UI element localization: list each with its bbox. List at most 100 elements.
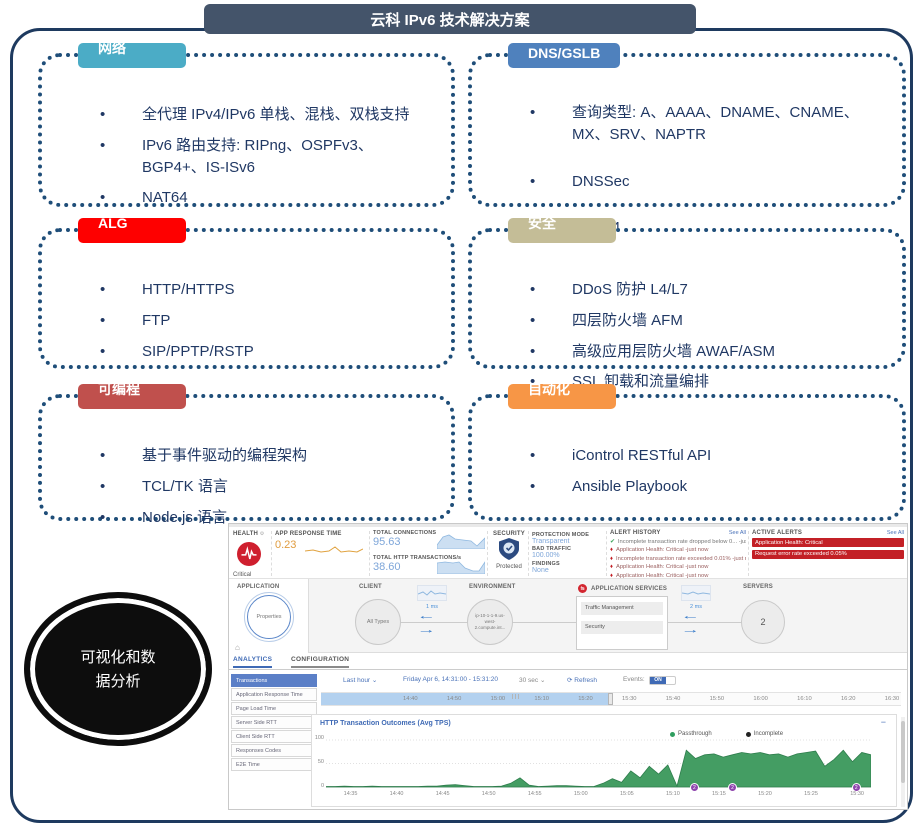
feature-box-label: 网络 <box>98 43 126 56</box>
feature-box-automation-tab: 自动化 <box>508 384 616 409</box>
alert-status-icon: ✔ <box>610 539 615 545</box>
feature-item: • 查询类型: A、AAAA、DNAME、CNAME、MX、SRV、NAPTR <box>530 102 878 146</box>
timeline-scrubber[interactable]: 14:40 14:50 15:00 15:10 15:20 15:30 15:40 15:50… <box>321 692 901 706</box>
protection-mode-value: Transparent <box>532 537 570 545</box>
events-toggle[interactable]: ON <box>649 676 676 685</box>
bullet-icon: • <box>530 172 536 190</box>
alert-status-icon: ♦ <box>610 547 613 554</box>
alert-status-icon: ♦ <box>610 572 613 579</box>
sidebar-item[interactable]: Responses Codes <box>231 744 317 757</box>
sidebar-item[interactable]: E2E Time <box>231 758 317 771</box>
collapse-icon[interactable]: − <box>880 717 886 727</box>
feature-box-label: 可编程 <box>98 384 140 397</box>
see-all-link[interactable]: See All <box>728 530 746 536</box>
scrollbar-thumb[interactable] <box>901 721 905 783</box>
y-tick-0: 0 <box>320 783 324 789</box>
timeline-handle[interactable] <box>607 693 613 705</box>
analytics-dashboard: HEALTH ⚙ Critical APP RESPONSE TIME 0.23 <box>228 523 908 810</box>
refresh-button[interactable]: ⟳ Refresh <box>567 677 598 684</box>
bullet-icon: • <box>100 281 106 298</box>
ellipse-text-line2: 据分析 <box>95 672 141 690</box>
feature-item: • TCL/TK 语言 <box>100 476 427 498</box>
feature-box-network-tab: 网络 <box>78 43 186 68</box>
feature-list: • DDoS 防护 L4/L7 • 四层防火墙 AFM • 高级应用层防火墙 AWAF/A… <box>472 232 902 393</box>
feature-item: • 全代理 IPv4/IPv6 单栈、混栈、双栈支持 <box>100 104 427 126</box>
bad-traffic-label: BAD TRAFFIC <box>532 546 572 552</box>
bad-traffic-value: 100.00% <box>532 552 560 559</box>
bullet-icon: • <box>530 447 536 464</box>
feature-box-programmable-tab: 可编程 <box>78 384 186 409</box>
timeline-tick: 16:30 <box>884 696 900 702</box>
feature-box-label: ALG <box>98 218 128 231</box>
feature-item: • FTP <box>100 310 427 332</box>
gear-icon[interactable]: ⚙ <box>259 531 265 537</box>
environment-label: ENVIRONMENT <box>469 584 516 590</box>
feature-item: • IPv6 路由支持: RIPng、OSPFv3、BGP4+、IS-ISv6 <box>100 135 427 179</box>
alert-history-item: ♦ Application Health: Critical -just now <box>610 547 709 554</box>
tps-plot <box>325 739 872 788</box>
sidebar-item[interactable]: Application Response Time <box>231 688 317 701</box>
tab-analytics[interactable]: ANALYTICS <box>233 656 273 668</box>
x-axis-ticks: 14:35 14:40 14:45 14:50 14:55 15:00 15:05 15:10… <box>326 791 871 799</box>
environment-node[interactable]: ip-10-1-1-9.us-west-2.compute.int... <box>467 599 513 645</box>
service-row[interactable]: Security <box>581 621 663 634</box>
timeline-tick: 16:20 <box>840 696 856 702</box>
timeline-tick: 15:20 <box>578 696 593 702</box>
feature-list: • 查询类型: A、AAAA、DNAME、CNAME、MX、SRV、NAPTR • D… <box>472 57 902 239</box>
alert-history-label: ALERT HISTORY <box>610 530 661 536</box>
app-response-label: APP RESPONSE TIME <box>275 531 342 537</box>
chart-legend: Passthrough Incomplete <box>670 731 783 737</box>
timeline-grip[interactable] <box>512 694 521 699</box>
servers-node[interactable]: 2 <box>741 600 785 644</box>
alert-history-item: ♦ Incomplete transaction rate exceeded 0.… <box>610 555 746 562</box>
arrow-right-icon: → <box>417 624 436 636</box>
legend-dot <box>745 731 751 737</box>
bullet-icon: • <box>100 311 106 329</box>
bullet-icon: • <box>100 508 106 526</box>
see-all-link[interactable]: See All <box>886 530 904 536</box>
y-tick-50: 50 <box>317 759 324 765</box>
tab-configuration[interactable]: CONFIGURATION <box>291 656 350 668</box>
x-axis-tick: 15:05 <box>619 791 634 797</box>
x-axis-tick: 15:15 <box>712 791 726 797</box>
divider <box>271 531 272 576</box>
interval-dropdown[interactable]: 30 sec ⌄ <box>519 677 546 684</box>
range-dropdown[interactable]: Last hour ⌄ <box>343 677 378 684</box>
toggle-state: ON <box>650 677 666 684</box>
sidebar-item[interactable]: Transactions <box>231 674 317 687</box>
feature-box-dns-tab: DNS/GSLB <box>508 43 621 68</box>
heartbeat-icon <box>241 546 257 560</box>
kpi-active-alerts: ACTIVE ALERTS See All Application Health… <box>752 530 904 561</box>
timeline-tick: 16:00 <box>753 696 768 702</box>
feature-box-network: 网络 • 全代理 IPv4/IPv6 单栈、混栈、双栈支持 • IPv6 路由支持: … <box>38 43 455 207</box>
kpi-bar: HEALTH ⚙ Critical APP RESPONSE TIME 0.23 <box>229 524 907 579</box>
bullet-icon: • <box>100 477 106 495</box>
sidebar-item[interactable]: Server Side RTT <box>231 716 317 729</box>
divider <box>528 531 529 576</box>
x-axis-tick: 14:40 <box>389 791 404 797</box>
x-axis-tick: 14:35 <box>343 791 358 797</box>
alert-history-item: ♦ Application Health: Critical -just now <box>610 564 709 571</box>
x-axis-tick: 15:25 <box>804 791 818 797</box>
sidebar-item[interactable]: Client Side RTT <box>231 730 317 743</box>
tps-chart-panel: HTTP Transaction Outcomes (Avg TPS) − Pa… <box>311 714 897 807</box>
shield-icon <box>491 537 527 563</box>
sidebar-item[interactable]: Page Load Time <box>231 702 317 715</box>
timeline-tick: 14:40 <box>403 696 418 702</box>
client-node[interactable]: All Types <box>355 599 401 645</box>
timeline-tick: 14:50 <box>446 696 462 702</box>
x-axis-tick: 15:20 <box>758 791 772 797</box>
home-icon[interactable]: ⌂ <box>235 643 240 652</box>
feature-item: • Ansible Playbook <box>530 476 878 498</box>
security-label: SECURITY <box>493 531 525 537</box>
topology-row: APPLICATION Properties ⌂ CLIENT All Type… <box>229 579 907 653</box>
application-node[interactable]: Properties <box>244 592 294 642</box>
service-row[interactable]: Traffic Management <box>581 602 663 615</box>
bullet-icon: • <box>100 447 106 464</box>
feature-box-security-tab: 安全 <box>508 218 616 243</box>
client-label: CLIENT <box>359 584 382 590</box>
timeline-selected-range[interactable] <box>321 693 608 705</box>
kpi-protection: PROTECTION MODE Transparent BAD TRAFFIC … <box>532 530 606 574</box>
feature-box-alg: ALG • HTTP/HTTPS • FTP • SIP/PPTP/RSTP <box>38 218 455 369</box>
scrollbar[interactable] <box>901 717 905 807</box>
